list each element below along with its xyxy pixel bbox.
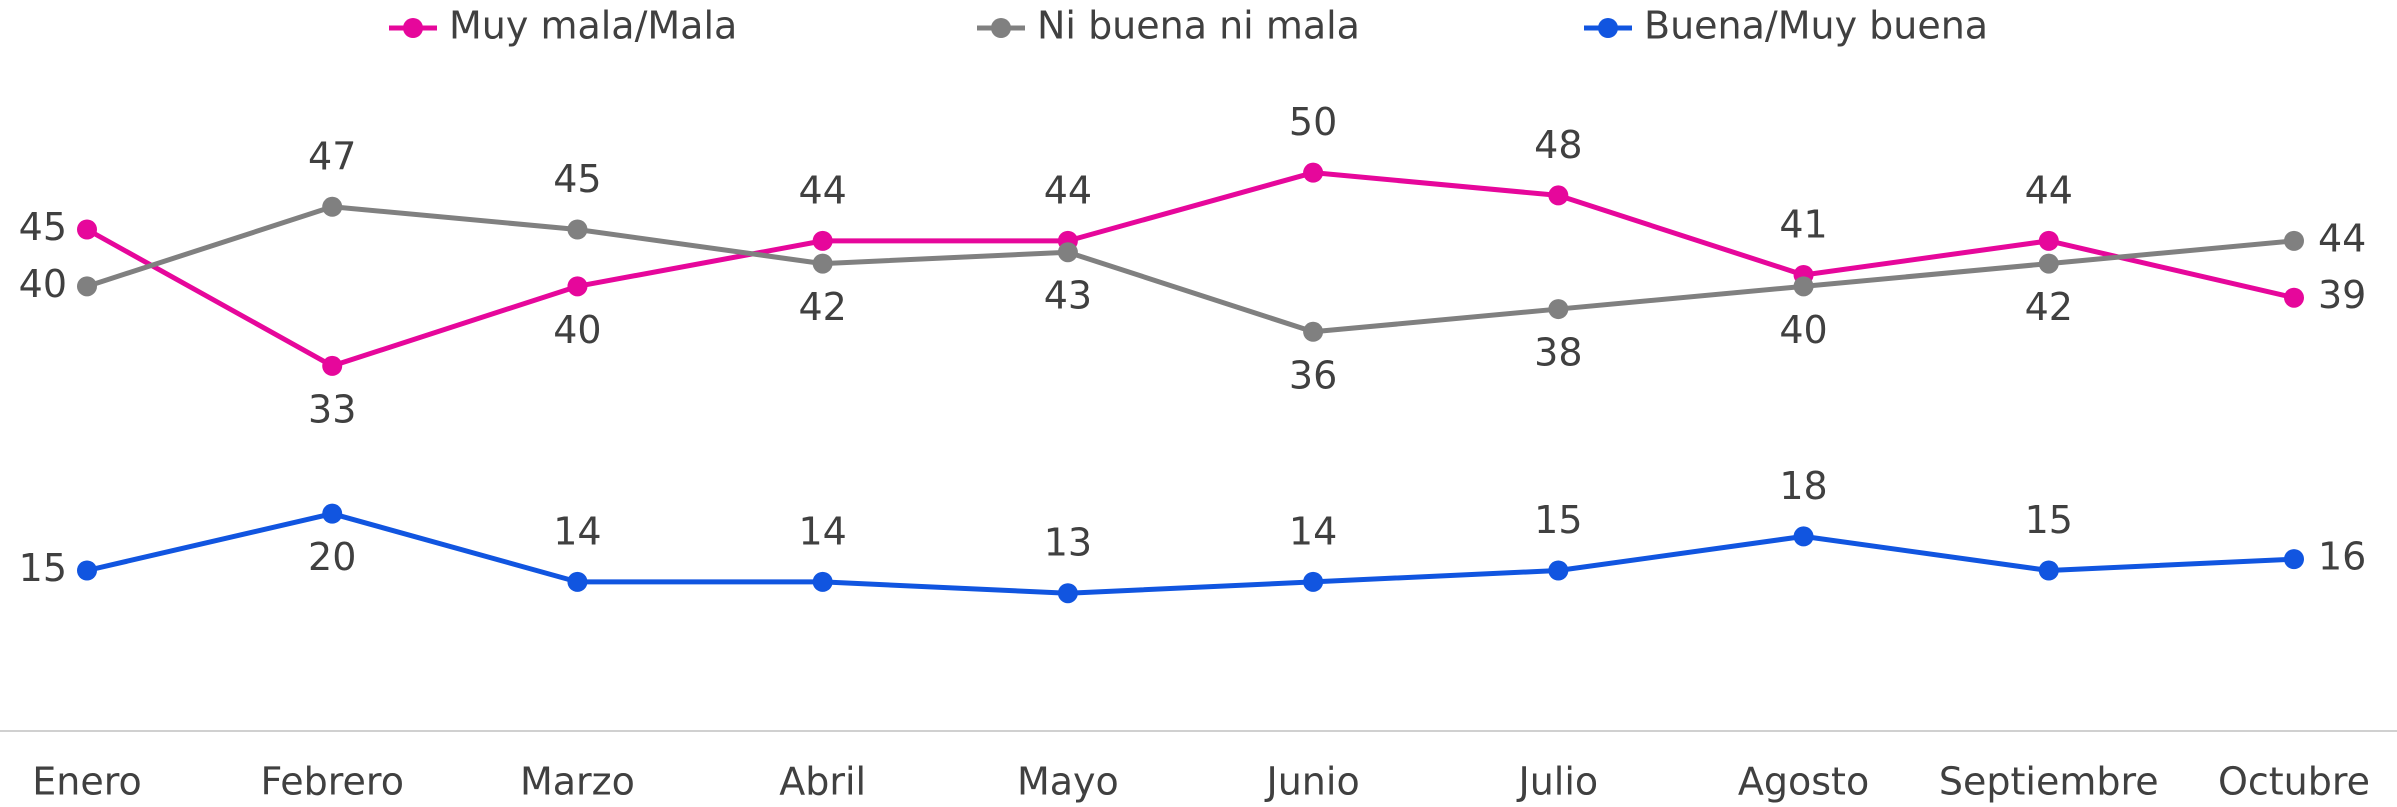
legend-label: Buena/Muy buena xyxy=(1644,4,1988,48)
data-label: 20 xyxy=(308,535,356,579)
data-label: 48 xyxy=(1534,123,1582,167)
data-label: 38 xyxy=(1534,331,1582,375)
data-point xyxy=(322,355,343,376)
data-point xyxy=(77,276,97,297)
data-label: 42 xyxy=(798,285,846,329)
data-point xyxy=(1303,162,1324,183)
x-tick-label: Marzo xyxy=(520,760,635,804)
data-point xyxy=(1793,526,1814,547)
data-label: 14 xyxy=(798,509,846,553)
data-point xyxy=(1548,299,1569,320)
data-point xyxy=(812,230,833,251)
data-label: 40 xyxy=(1779,308,1827,352)
data-point xyxy=(2284,549,2304,570)
data-point xyxy=(1548,185,1569,206)
series-line xyxy=(86,511,2295,596)
data-point xyxy=(1303,321,1324,342)
legend-label: Ni buena ni mala xyxy=(1037,4,1360,48)
data-label: 33 xyxy=(308,387,356,431)
data-point xyxy=(567,571,588,592)
data-point xyxy=(1303,571,1324,592)
data-point xyxy=(2038,560,2059,581)
data-label: 14 xyxy=(1289,509,1337,553)
x-tick-label: Enero xyxy=(32,760,142,804)
data-label: 44 xyxy=(2025,168,2073,212)
data-label: 44 xyxy=(1044,168,1092,212)
legend-marker xyxy=(991,18,1011,38)
data-point xyxy=(2038,253,2059,274)
data-label: 43 xyxy=(1044,274,1092,318)
data-label: 44 xyxy=(798,168,846,212)
data-point xyxy=(2284,230,2304,251)
data-point xyxy=(1057,583,1078,604)
data-point xyxy=(2038,230,2059,251)
data-label: 18 xyxy=(1779,464,1827,508)
data-label: 39 xyxy=(2318,273,2366,317)
x-tick-label: Junio xyxy=(1265,760,1360,804)
data-label: 14 xyxy=(553,509,601,553)
data-point xyxy=(322,503,343,524)
data-label: 42 xyxy=(2025,285,2073,329)
data-label: 50 xyxy=(1289,100,1337,144)
data-point xyxy=(1548,560,1569,581)
data-point xyxy=(812,571,833,592)
data-label: 15 xyxy=(19,546,67,590)
data-point xyxy=(567,219,588,240)
data-point xyxy=(2284,287,2304,308)
data-point xyxy=(567,276,588,297)
data-label: 16 xyxy=(2318,535,2366,579)
x-tick-label: Mayo xyxy=(1017,760,1119,804)
data-point xyxy=(1793,276,1814,297)
x-tick-label: Febrero xyxy=(260,760,403,804)
data-point xyxy=(812,253,833,274)
data-label: 47 xyxy=(308,134,356,178)
data-label: 15 xyxy=(2025,498,2073,542)
legend-label: Muy mala/Mala xyxy=(449,4,737,48)
data-point xyxy=(77,560,97,581)
legend-marker xyxy=(1598,18,1618,38)
x-tick-label: Octubre xyxy=(2218,760,2370,804)
series-line xyxy=(85,170,2295,369)
x-tick-label: Julio xyxy=(1517,760,1599,804)
data-label: 40 xyxy=(553,308,601,352)
x-tick-label: Abril xyxy=(779,760,866,804)
data-label: 13 xyxy=(1044,521,1092,565)
data-label: 15 xyxy=(1534,498,1582,542)
data-point xyxy=(1057,242,1078,263)
data-label: 36 xyxy=(1289,353,1337,397)
x-tick-label: Agosto xyxy=(1738,760,1869,804)
data-label: 45 xyxy=(19,205,67,249)
data-label: 44 xyxy=(2318,216,2366,260)
data-point xyxy=(322,196,343,217)
x-tick-label: Septiembre xyxy=(1939,760,2159,804)
data-label: 45 xyxy=(553,157,601,201)
data-label: 41 xyxy=(1779,202,1827,246)
legend-marker xyxy=(403,18,423,38)
series-line xyxy=(86,204,2295,335)
data-point xyxy=(77,219,97,240)
data-label: 40 xyxy=(19,262,67,306)
